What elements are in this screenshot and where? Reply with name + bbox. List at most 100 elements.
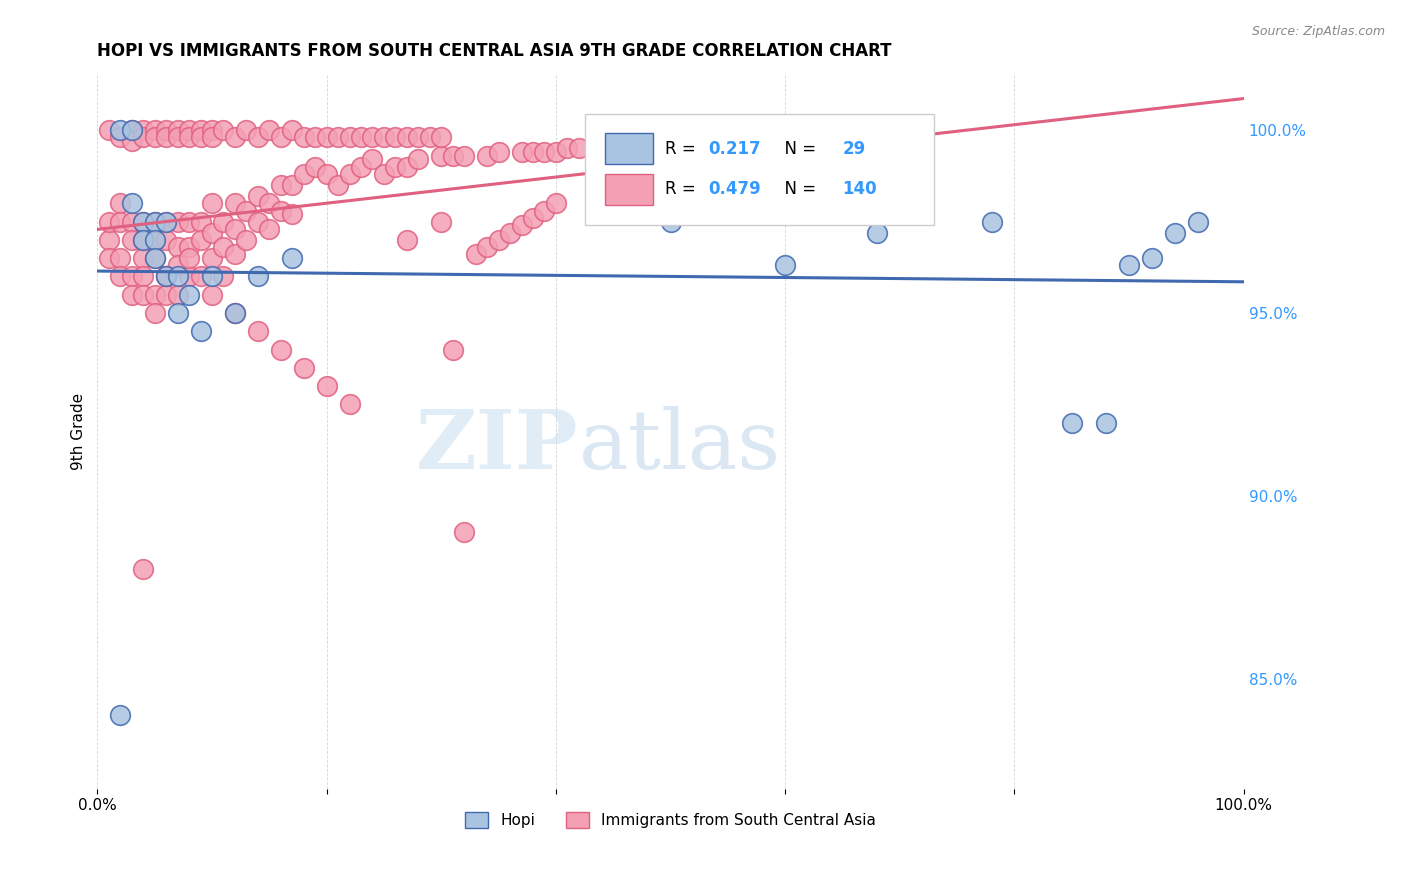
FancyBboxPatch shape [585, 114, 934, 225]
Point [453, 525, 475, 540]
Point [315, 130, 337, 145]
Text: N =: N = [773, 140, 821, 158]
Point [246, 269, 269, 284]
Point [190, 214, 212, 228]
Point [475, 240, 498, 254]
Point [132, 130, 155, 145]
Point [212, 269, 235, 284]
Point [201, 196, 224, 211]
Point [224, 306, 246, 320]
Point [259, 123, 281, 137]
Point [557, 141, 579, 155]
Point [430, 149, 453, 163]
Point [143, 287, 166, 301]
Text: 29: 29 [842, 140, 866, 158]
Point [602, 141, 624, 155]
Point [1095, 416, 1118, 430]
Point [624, 141, 647, 155]
Point [143, 123, 166, 137]
Point [408, 130, 430, 145]
Point [110, 196, 132, 211]
Point [235, 123, 257, 137]
Point [121, 123, 143, 137]
Point [143, 251, 166, 265]
Point [97, 214, 120, 228]
Point [326, 178, 349, 192]
Text: atlas: atlas [579, 406, 780, 486]
Point [155, 214, 177, 228]
Point [166, 130, 188, 145]
Point [488, 233, 510, 247]
Point [166, 214, 188, 228]
Point [339, 130, 361, 145]
Point [246, 214, 269, 228]
Point [488, 145, 510, 159]
Point [292, 167, 315, 181]
Point [224, 247, 246, 261]
Point [1140, 251, 1163, 265]
Point [361, 130, 384, 145]
Point [110, 130, 132, 145]
Point [201, 130, 224, 145]
Point [246, 324, 269, 338]
Text: 0.479: 0.479 [709, 180, 761, 198]
Point [177, 130, 200, 145]
Y-axis label: 9th Grade: 9th Grade [72, 393, 86, 470]
Point [246, 189, 269, 203]
Point [866, 226, 889, 240]
Point [259, 196, 281, 211]
Point [270, 178, 292, 192]
Point [166, 269, 188, 284]
Point [395, 130, 418, 145]
Point [259, 222, 281, 236]
Point [292, 130, 315, 145]
Point [395, 160, 418, 174]
Point [177, 214, 200, 228]
Point [132, 233, 155, 247]
Point [441, 149, 464, 163]
Point [201, 226, 224, 240]
Point [510, 145, 533, 159]
Point [143, 233, 166, 247]
Point [166, 287, 188, 301]
Point [177, 123, 200, 137]
Point [773, 259, 796, 273]
FancyBboxPatch shape [605, 174, 654, 205]
Point [190, 269, 212, 284]
Point [292, 360, 315, 375]
Point [110, 251, 132, 265]
Point [132, 233, 155, 247]
Point [121, 269, 143, 284]
Point [281, 251, 304, 265]
Point [155, 233, 177, 247]
Point [395, 233, 418, 247]
Point [212, 240, 235, 254]
Point [201, 269, 224, 284]
Point [121, 287, 143, 301]
Point [659, 214, 682, 228]
Point [155, 130, 177, 145]
Point [373, 167, 395, 181]
Point [384, 160, 406, 174]
Point [166, 123, 188, 137]
Point [430, 130, 453, 145]
FancyBboxPatch shape [605, 133, 654, 164]
Point [270, 343, 292, 357]
Point [177, 251, 200, 265]
Point [224, 130, 246, 145]
Point [143, 130, 166, 145]
Point [544, 145, 567, 159]
Point [121, 123, 143, 137]
Point [281, 178, 304, 192]
Point [315, 167, 337, 181]
Point [224, 306, 246, 320]
Point [110, 214, 132, 228]
Point [143, 233, 166, 247]
Point [132, 214, 155, 228]
Point [132, 269, 155, 284]
Point [201, 251, 224, 265]
Point [166, 306, 188, 320]
Text: 140: 140 [842, 180, 877, 198]
Point [132, 251, 155, 265]
Point [155, 269, 177, 284]
